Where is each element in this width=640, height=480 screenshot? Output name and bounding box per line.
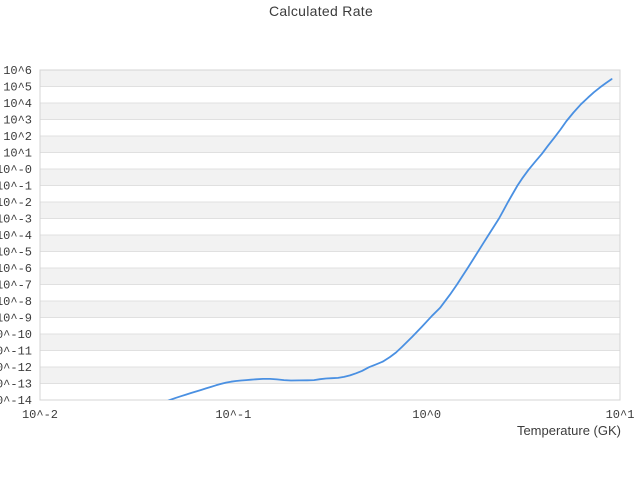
svg-text:10^1: 10^1 (3, 147, 32, 161)
svg-text:10^5: 10^5 (3, 81, 32, 95)
svg-text:10^3: 10^3 (3, 114, 32, 128)
svg-text:10^-14: 10^-14 (0, 394, 32, 408)
svg-text:10^-6: 10^-6 (0, 262, 32, 276)
svg-text:10^-8: 10^-8 (0, 295, 32, 309)
svg-text:10^1: 10^1 (606, 408, 635, 422)
svg-text:10^-12: 10^-12 (0, 361, 32, 375)
svg-text:10^0: 10^0 (412, 408, 441, 422)
svg-text:10^-3: 10^-3 (0, 213, 32, 227)
svg-text:10^-1: 10^-1 (215, 408, 251, 422)
svg-text:Calculated Rate: Calculated Rate (269, 3, 373, 19)
svg-text:10^-9: 10^-9 (0, 312, 32, 326)
svg-text:10^-5: 10^-5 (0, 246, 32, 260)
svg-text:10^-2: 10^-2 (0, 196, 32, 210)
svg-text:Temperature (GK): Temperature (GK) (517, 423, 621, 438)
svg-text:10^-1: 10^-1 (0, 180, 32, 194)
svg-text:10^4: 10^4 (3, 97, 32, 111)
svg-text:10^-7: 10^-7 (0, 279, 32, 293)
svg-text:10^-13: 10^-13 (0, 378, 32, 392)
svg-text:10^6: 10^6 (3, 64, 32, 78)
svg-text:10^2: 10^2 (3, 130, 32, 144)
svg-text:10^-2: 10^-2 (22, 408, 58, 422)
svg-text:10^-11: 10^-11 (0, 345, 32, 359)
svg-text:10^-0: 10^-0 (0, 163, 32, 177)
svg-text:10^-4: 10^-4 (0, 229, 32, 243)
svg-text:10^-10: 10^-10 (0, 328, 32, 342)
